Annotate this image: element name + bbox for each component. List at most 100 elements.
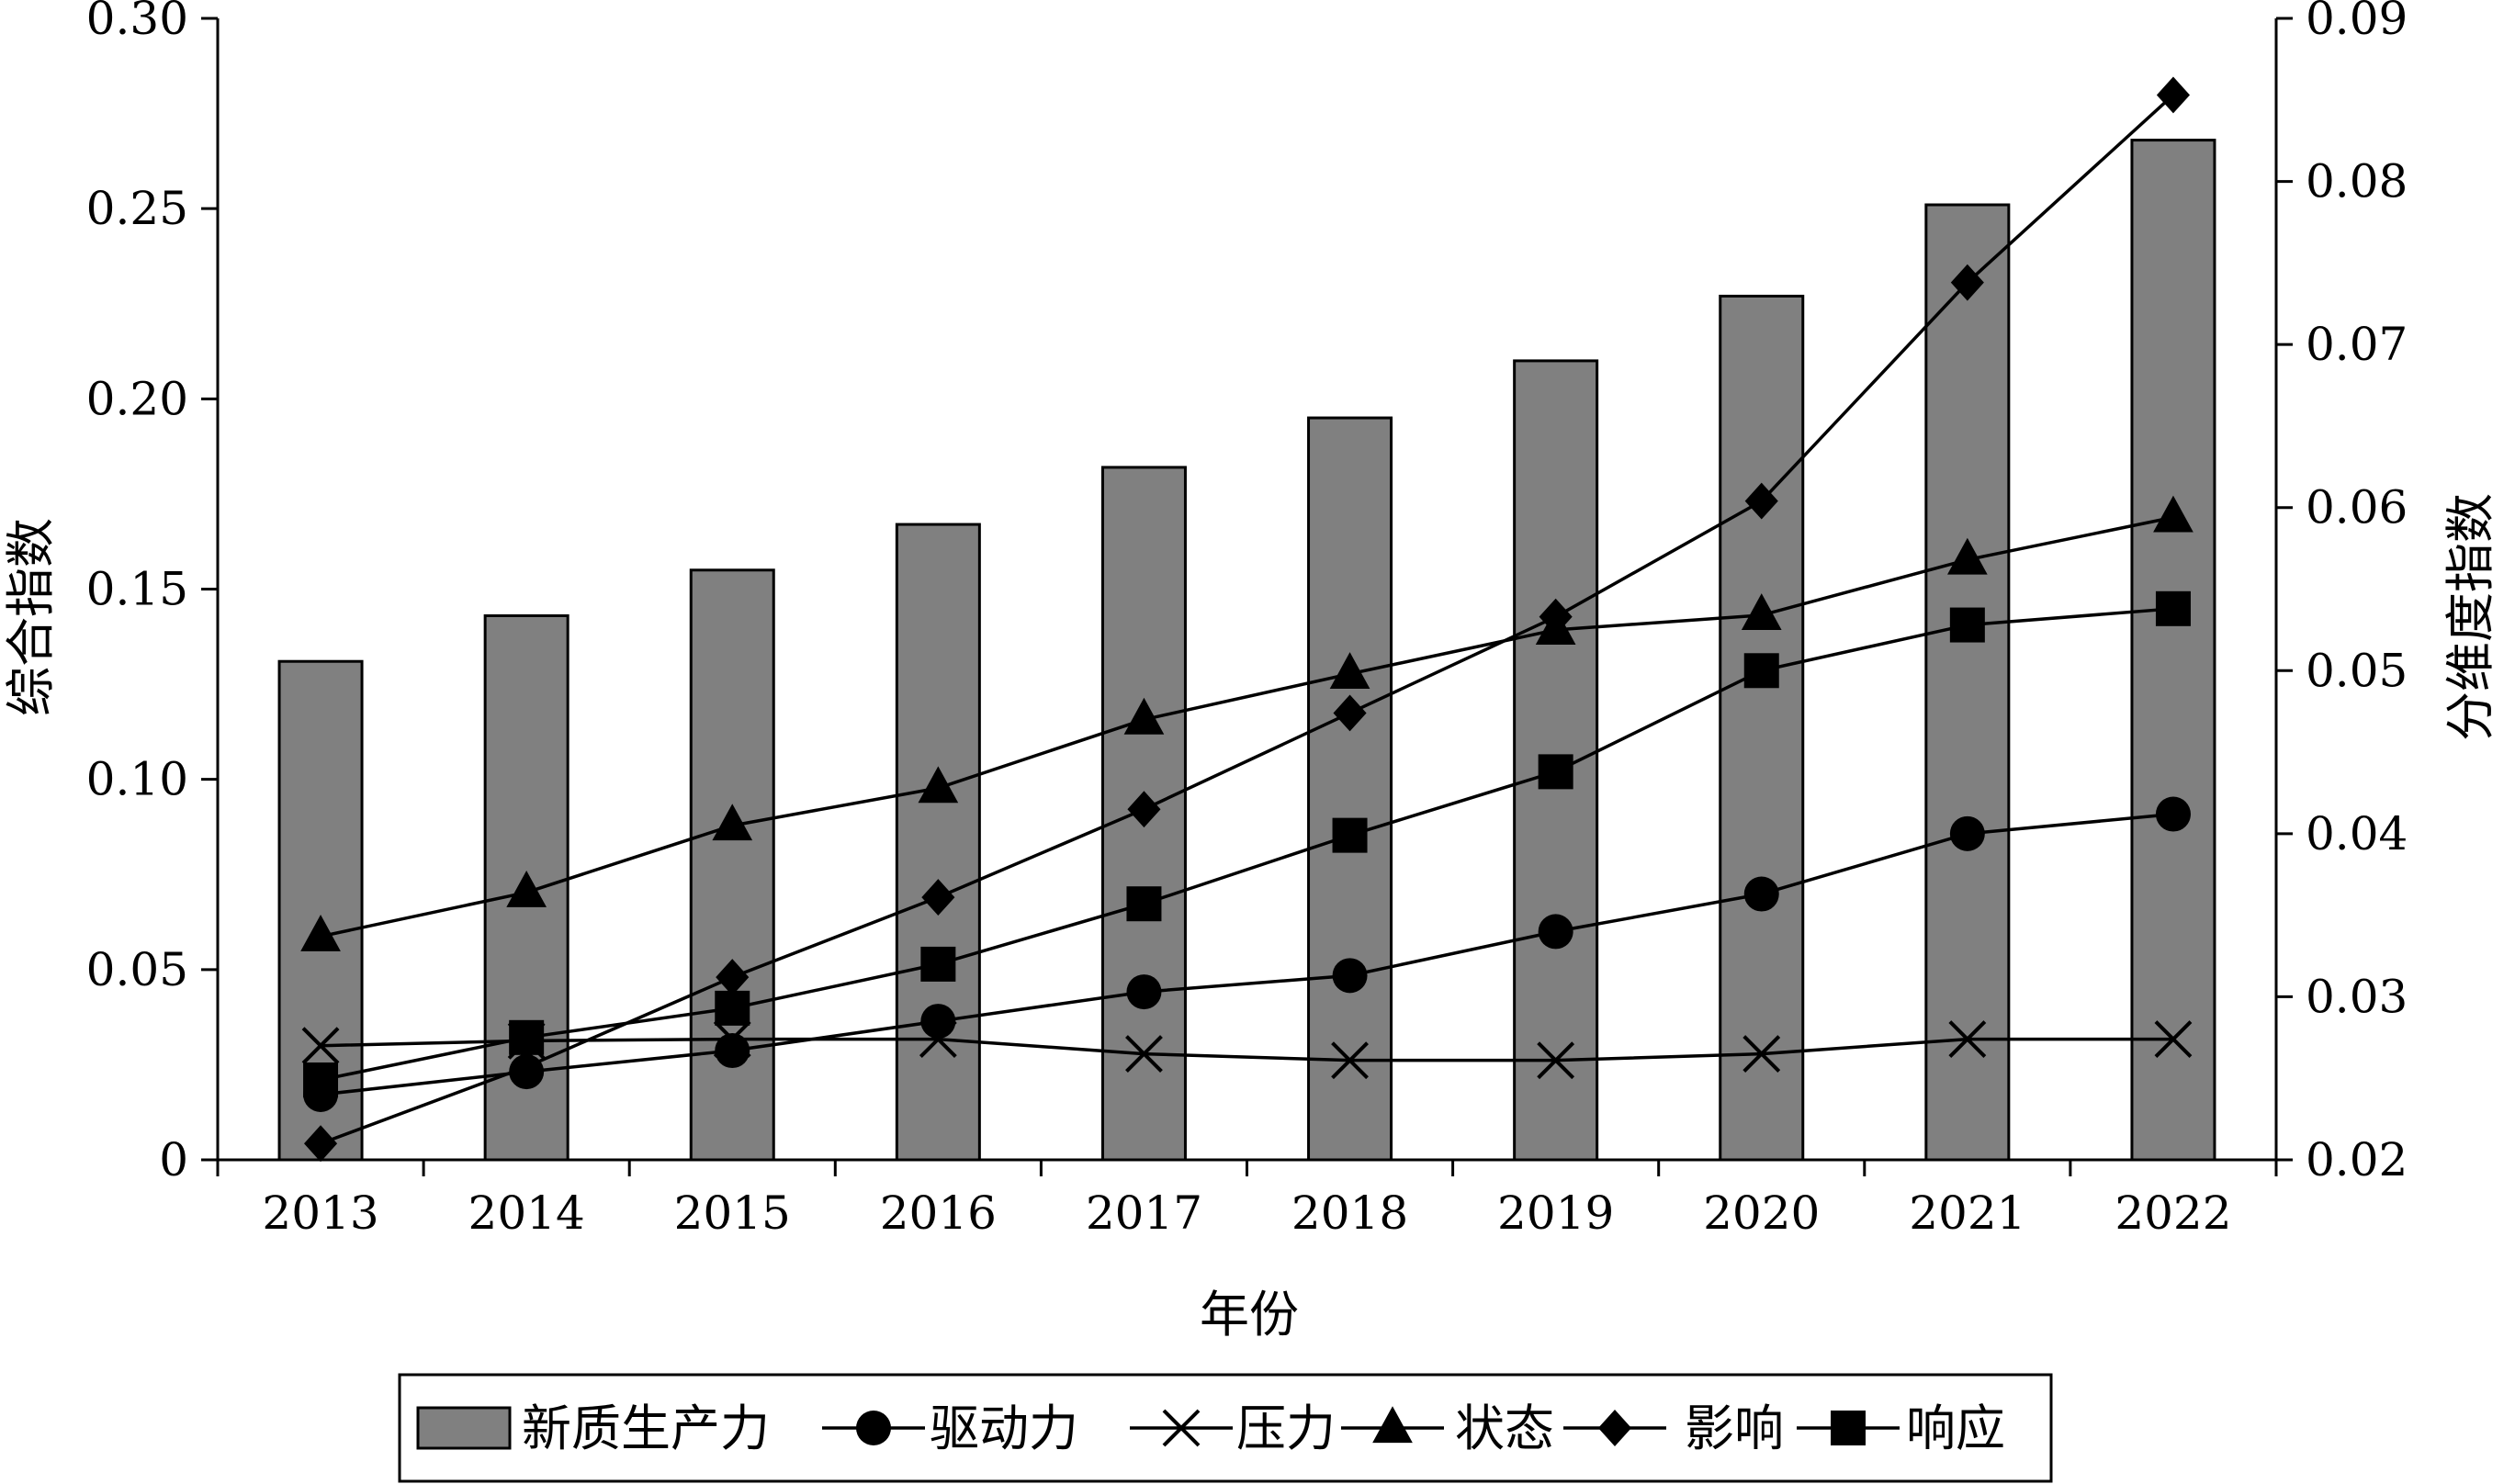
legend-item-压力: 压力: [1130, 1400, 1336, 1457]
point-压力-2018: [1331, 1041, 1369, 1080]
point-响应-2013: [303, 1062, 339, 1097]
y-axis-right-title: 分维度指数: [2442, 493, 2499, 741]
point-影响-2017: [1127, 791, 1161, 828]
point-压力-2020: [1742, 1035, 1781, 1073]
point-驱动力-2018: [1332, 958, 1368, 994]
x-tick-label-2020: 2020: [1703, 1186, 1820, 1240]
point-影响-2020: [1744, 482, 1778, 520]
legend-marker-响应: [1831, 1411, 1866, 1445]
bar-2021: [1924, 203, 2011, 1162]
point-压力-2015: [713, 1020, 751, 1059]
series-line-驱动力: [320, 812, 2174, 1096]
y-left-tick-label-0: 0: [159, 1133, 188, 1186]
legend-item-响应: 响应: [1797, 1400, 2005, 1457]
legend-label-影响: 影响: [1685, 1400, 1784, 1457]
y-right-tick-label-0.09: 0.09: [2306, 0, 2408, 45]
point-影响-2022: [2156, 76, 2190, 114]
x-tick-label-2021: 2021: [1909, 1186, 2025, 1240]
point-状态-2015: [712, 804, 753, 841]
point-压力-2017-stroke-b: [1125, 1035, 1163, 1073]
point-影响-2021: [1950, 264, 1984, 301]
point-状态-2020: [1741, 593, 1782, 631]
point-状态-2017: [1123, 697, 1165, 735]
x-tick-label-2017: 2017: [1086, 1186, 1202, 1240]
point-状态-2014: [506, 871, 547, 907]
point-压力-2016: [919, 1020, 957, 1059]
bar-2018: [1307, 416, 1393, 1162]
point-驱动力-2019: [1538, 914, 1573, 950]
x-tick-label-2015: 2015: [674, 1186, 791, 1240]
legend-marker-状态: [1372, 1406, 1413, 1444]
point-压力-2022: [2154, 1020, 2193, 1059]
legend-items: 新质生产力 驱动力 压力 状态 影响 响应: [416, 1400, 2005, 1457]
point-压力-2021: [1948, 1020, 1987, 1059]
point-压力-2020-stroke-b: [1742, 1035, 1781, 1073]
point-状态-2022: [2153, 495, 2194, 533]
point-压力-2019-stroke-b: [1537, 1041, 1575, 1080]
legend-marker-驱动力: [856, 1411, 891, 1445]
point-驱动力-2020: [1743, 876, 1779, 912]
bar-2020: [1719, 294, 1805, 1162]
legend-label-驱动力: 驱动力: [930, 1400, 1078, 1457]
point-驱动力-2022: [2155, 796, 2191, 832]
legend-marker-影响: [1597, 1410, 1632, 1446]
y-right-tick-label-0.04: 0.04: [2306, 807, 2408, 860]
point-影响-2013: [304, 1125, 338, 1163]
y-left-tick-label-0.05: 0.05: [86, 943, 188, 996]
point-状态-2021: [1947, 537, 1988, 575]
bar-2015: [689, 568, 775, 1162]
y-right-tick-label-0.05: 0.05: [2306, 644, 2408, 697]
point-状态-2013: [300, 914, 341, 951]
point-压力-2019: [1537, 1041, 1575, 1080]
legend-label-状态: 状态: [1455, 1400, 1554, 1457]
point-响应-2021: [1949, 607, 1985, 643]
point-驱动力-2016: [920, 1004, 956, 1040]
point-响应-2014: [509, 1019, 545, 1055]
legend-marker-压力-stroke-b: [1162, 1409, 1201, 1447]
point-影响-2015: [716, 959, 750, 996]
y-right-tick-label-0.03: 0.03: [2306, 970, 2408, 1023]
point-压力-2018-stroke-b: [1331, 1041, 1369, 1080]
legend-item-新质生产力: 新质生产力: [416, 1400, 770, 1457]
point-响应-2017: [1126, 886, 1162, 922]
point-压力-2016-stroke-b: [919, 1020, 957, 1059]
legend: 新质生产力 驱动力 压力 状态 影响 响应: [398, 1373, 2053, 1483]
point-驱动力-2015: [715, 1033, 750, 1069]
y-left-tick-label-0.10: 0.10: [86, 753, 188, 806]
point-压力-2013-stroke-b: [301, 1027, 340, 1065]
y-left-tick-label-0.15: 0.15: [86, 563, 188, 616]
series-line-压力: [321, 1037, 2173, 1062]
point-影响-2014: [510, 1048, 544, 1085]
point-压力-2017: [1125, 1035, 1163, 1073]
legend-item-影响: 影响: [1563, 1400, 1784, 1457]
point-状态-2016: [918, 766, 959, 804]
x-tick-label-2018: 2018: [1291, 1186, 1408, 1240]
y-right-tick-label-0.06: 0.06: [2306, 481, 2408, 534]
legend-label-压力: 压力: [1236, 1400, 1336, 1457]
y-right-tick-label-0.08: 0.08: [2306, 155, 2408, 208]
point-影响-2018: [1333, 694, 1367, 732]
lines-layer: [300, 76, 2194, 1163]
point-响应-2022: [2155, 590, 2191, 626]
legend-item-驱动力: 驱动力: [822, 1400, 1078, 1457]
bars-layer: [277, 139, 2216, 1162]
point-压力-2021-stroke-b: [1948, 1020, 1987, 1059]
y-right-tick-label-0.07: 0.07: [2306, 318, 2408, 371]
x-tick-label-2016: 2016: [880, 1186, 997, 1240]
point-状态-2018: [1329, 652, 1370, 689]
series-line-影响: [320, 94, 2175, 1145]
point-响应-2020: [1743, 653, 1779, 689]
x-tick-label-2013: 2013: [262, 1186, 378, 1240]
point-响应-2018: [1332, 817, 1368, 853]
point-压力-2015-stroke-b: [713, 1020, 751, 1059]
bar-2016: [895, 523, 981, 1162]
series-line-状态: [320, 515, 2174, 939]
ticks-layer: 0 0.05 0.10 0.15 0.20 0.25 0.30 0.02 0.03 0.04 0.0…: [86, 0, 2408, 1240]
legend-item-状态: 状态: [1341, 1400, 1554, 1457]
legend-swatch-新质生产力: [416, 1406, 512, 1450]
x-tick-label-2014: 2014: [468, 1186, 585, 1240]
point-响应-2019: [1538, 754, 1573, 790]
y-right-tick-label-0.02: 0.02: [2306, 1133, 2408, 1186]
legend-marker-压力: [1162, 1409, 1201, 1447]
